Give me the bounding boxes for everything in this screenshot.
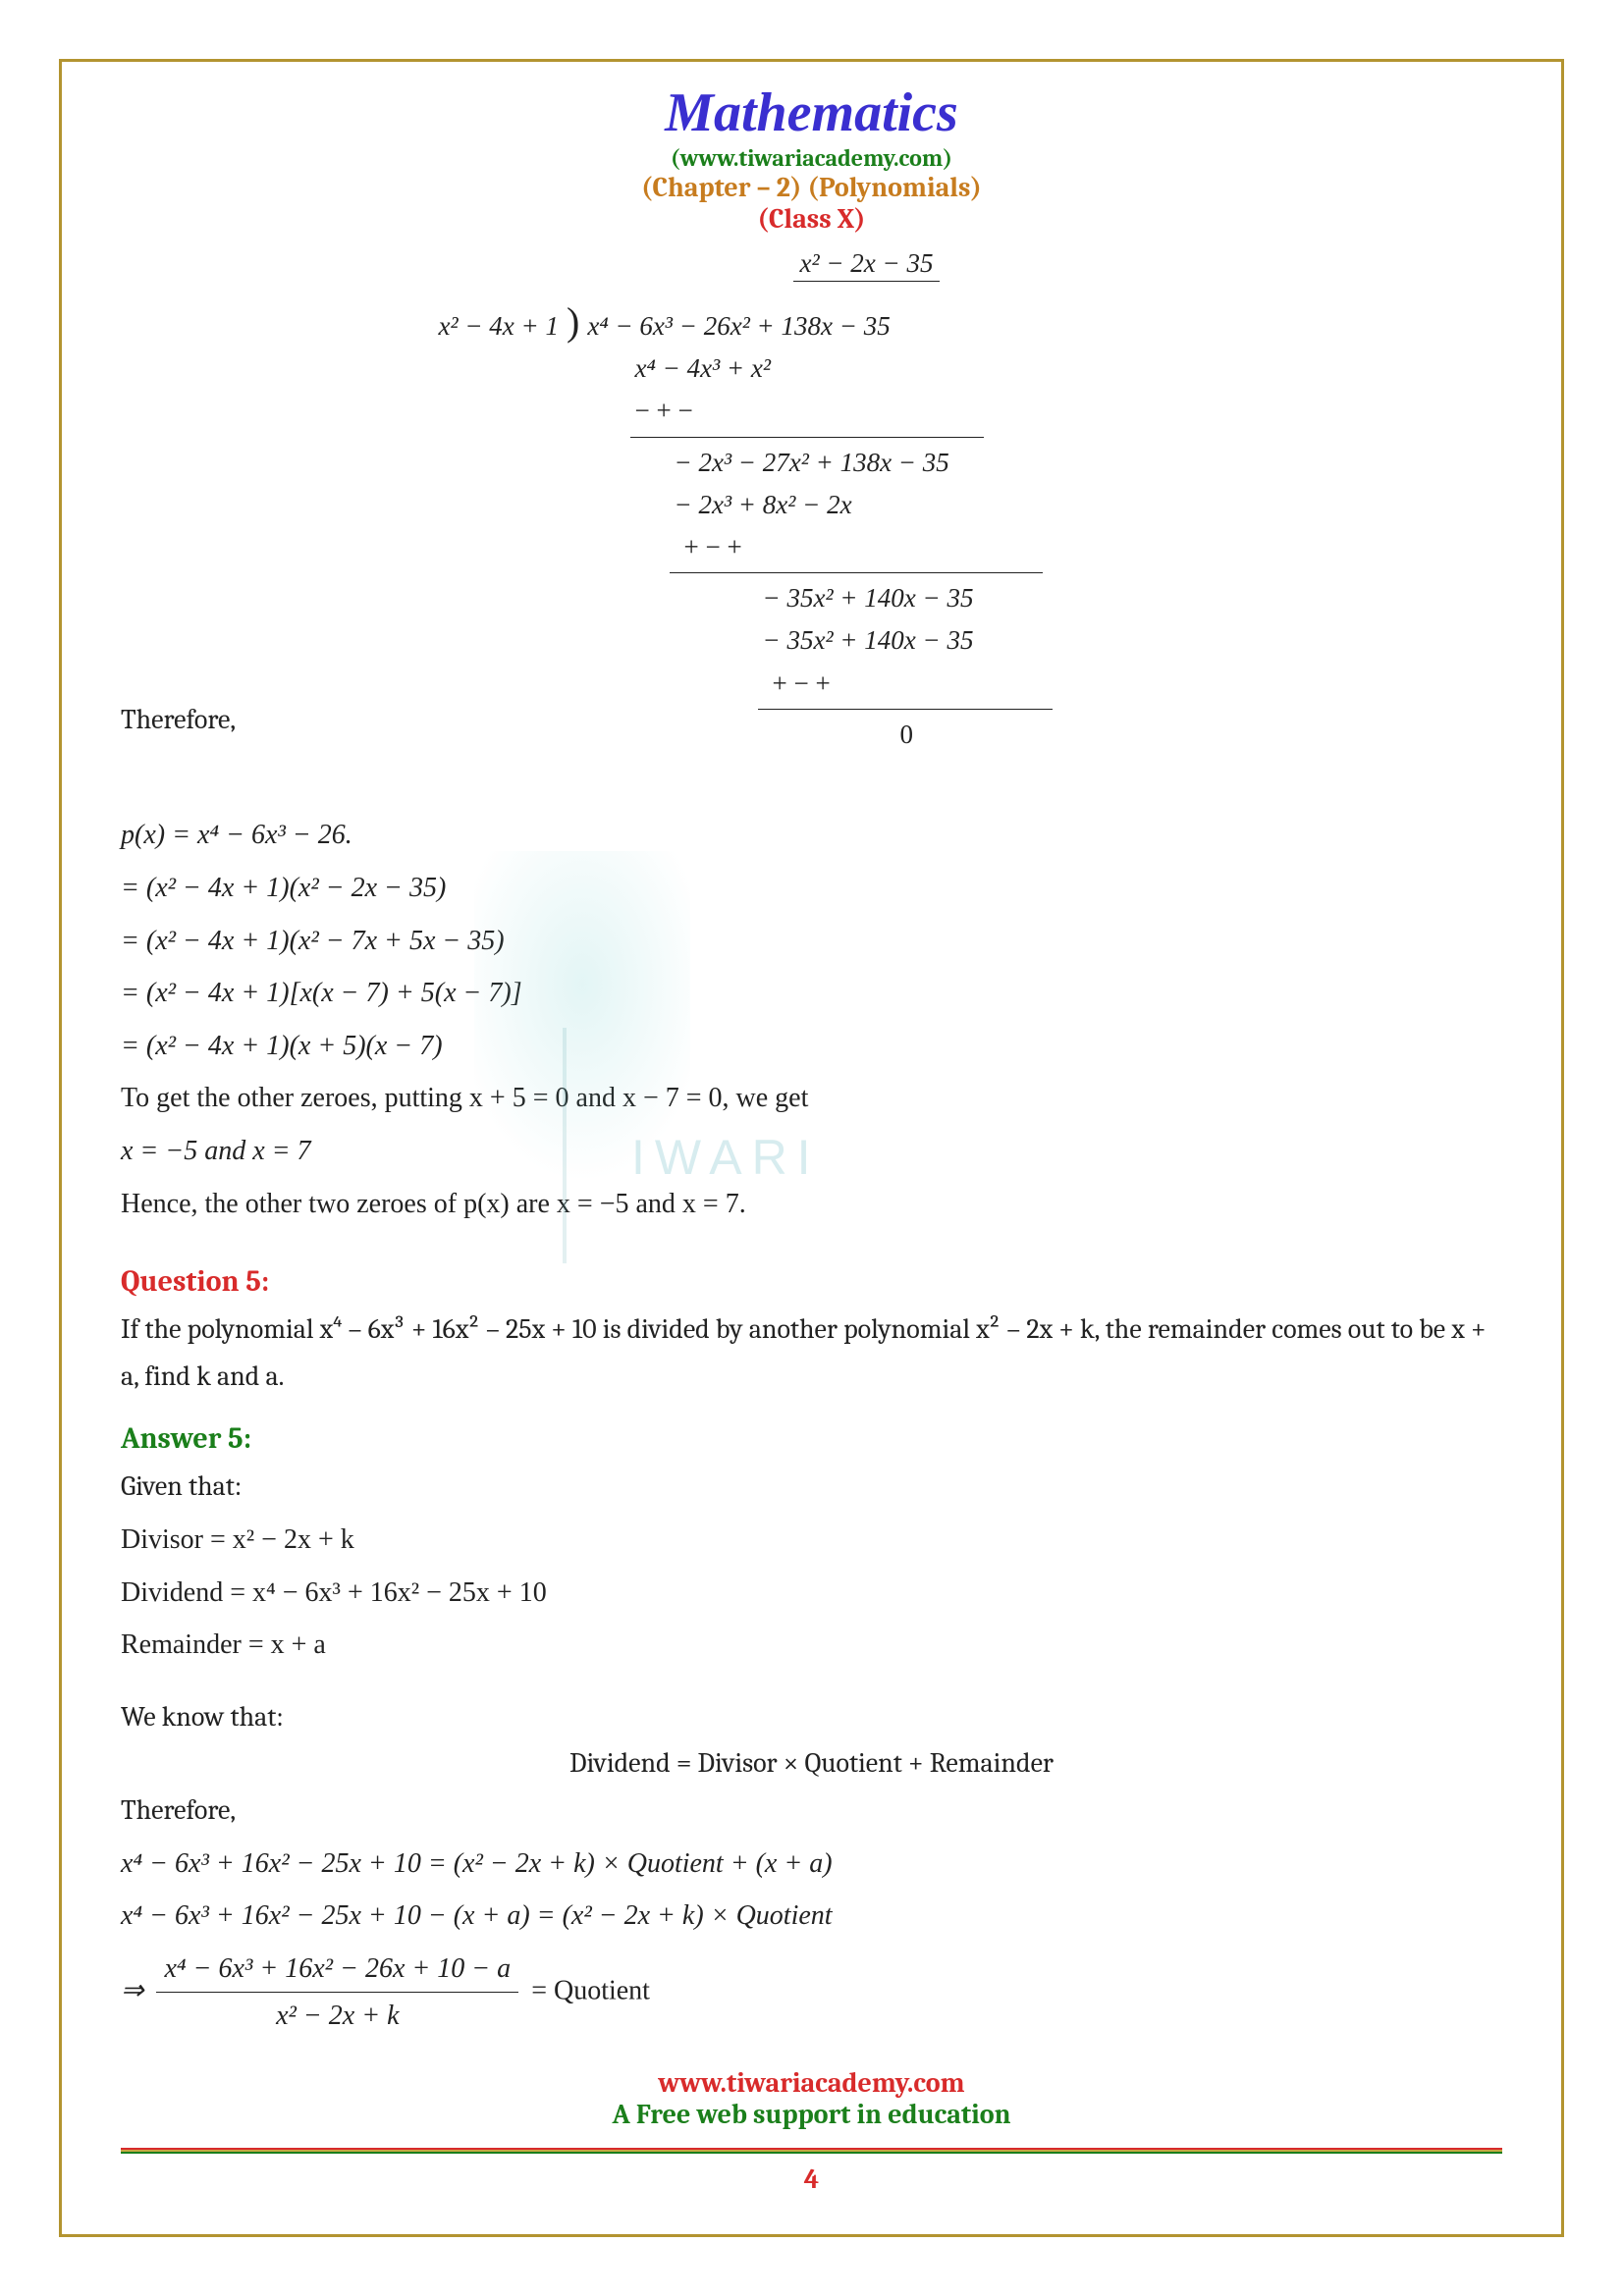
sol4-l6: To get the other zeroes, putting x + 5 =…	[121, 1075, 1502, 1122]
answer5-eq2: x⁴ − 6x³ + 16x² − 25x + 10 − (x + a) = (…	[121, 1893, 1502, 1940]
sol4-l4: = (x² − 4x + 1)[x(x − 7) + 5(x − 7)]	[121, 970, 1502, 1017]
remainder: 0	[439, 714, 1185, 756]
divisor: x² − 4x + 1	[439, 305, 568, 347]
implies-arrow: ⇒	[121, 1975, 143, 2005]
answer5-given: Given that:	[121, 1464, 1502, 1511]
step3: − 35x² + 140x − 35	[439, 577, 1185, 619]
step2-subtrahend: − 2x³ + 8x² − 2x	[439, 484, 1185, 526]
page-number: 4	[62, 2163, 1561, 2195]
answer5-dividend: Dividend = x⁴ − 6x³ + 16x² − 25x + 10	[121, 1570, 1502, 1617]
page-border: Mathematics (www.tiwariacademy.com) (Cha…	[59, 59, 1564, 2237]
header: Mathematics (www.tiwariacademy.com) (Cha…	[121, 81, 1502, 235]
answer5-relation: Dividend = Divisor × Quotient + Remainde…	[121, 1740, 1502, 1788]
sol4-l5: = (x² − 4x + 1)(x + 5)(x − 7)	[121, 1023, 1502, 1070]
website-url: (www.tiwariacademy.com)	[121, 144, 1502, 172]
step3-signs: + − +	[439, 663, 1185, 705]
step2: − 2x³ − 27x² + 138x − 35	[439, 442, 1185, 484]
answer5-eq1: x⁴ − 6x³ + 16x² − 25x + 10 = (x² − 2x + …	[121, 1841, 1502, 1888]
main-content: IWARI x² − 2x − 35 x² − 4x + 1 ) x⁴ − 6x…	[121, 242, 1502, 2040]
sol4-l8: Hence, the other two zeroes of p(x) are …	[121, 1181, 1502, 1228]
long-division: x² − 2x − 35 x² − 4x + 1 ) x⁴ − 6x³ − 26…	[439, 242, 1185, 756]
footer-tricolor-bar	[121, 2148, 1502, 2154]
answer5-remainder: Remainder = x + a	[121, 1622, 1502, 1669]
step3-subtrahend: − 35x² + 140x − 35	[439, 619, 1185, 662]
sol4-l2: = (x² − 4x + 1)(x² − 2x − 35)	[121, 865, 1502, 912]
answer5-divisor: Divisor = x² − 2x + k	[121, 1517, 1502, 1564]
eq3-denominator: x² − 2x + k	[156, 1993, 518, 2040]
sol4-l3: = (x² − 4x + 1)(x² − 7x + 5x − 35)	[121, 918, 1502, 965]
answer5-weknow: We know that:	[121, 1694, 1502, 1741]
class-label: (Class X)	[121, 203, 1502, 235]
eq3-rhs: = Quotient	[531, 1975, 650, 2005]
answer5-eq3: ⇒ x⁴ − 6x³ + 16x² − 26x + 10 − a x² − 2x…	[121, 1946, 1502, 2040]
footer: www.tiwariacademy.com A Free web support…	[62, 2067, 1561, 2195]
step2-signs: + − +	[439, 526, 1185, 568]
quotient: x² − 2x − 35	[793, 248, 939, 282]
page-title: Mathematics	[121, 81, 1502, 144]
answer5-therefore: Therefore,	[121, 1788, 1502, 1835]
question5-heading: Question 5:	[121, 1256, 1502, 1307]
dividend: x⁴ − 6x³ − 26x² + 138x − 35	[579, 305, 890, 347]
eq3-numerator: x⁴ − 6x³ + 16x² − 26x + 10 − a	[156, 1946, 518, 1994]
step1-subtrahend: x⁴ − 4x³ + x²	[439, 347, 1185, 390]
question5-text: If the polynomial x⁴ – 6x³ + 16x² – 25x …	[121, 1307, 1502, 1400]
answer5-heading: Answer 5:	[121, 1414, 1502, 1464]
sol4-l1: p(x) = x⁴ − 6x³ − 26.	[121, 812, 1502, 859]
footer-url: www.tiwariacademy.com	[62, 2067, 1561, 2099]
footer-tagline: A Free web support in education	[62, 2099, 1561, 2130]
sol4-l7: x = −5 and x = 7	[121, 1128, 1502, 1175]
step1-signs: − + −	[439, 390, 1185, 432]
chapter-label: (Chapter – 2) (Polynomials)	[121, 172, 1502, 203]
